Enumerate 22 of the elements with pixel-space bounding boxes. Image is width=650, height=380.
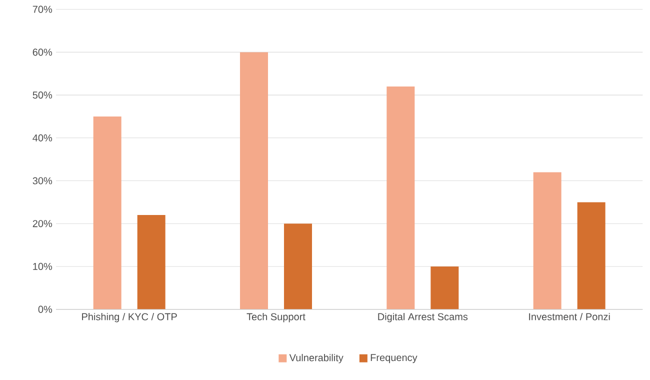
bar	[240, 52, 268, 310]
y-tick-label: 20%	[32, 220, 52, 228]
x-tick-label: Investment / Ponzi	[529, 312, 610, 320]
y-tick-label: 70%	[32, 6, 52, 13]
bar	[386, 86, 415, 310]
y-tick-label: 40%	[32, 134, 52, 142]
y-tick-label: 60%	[32, 48, 52, 56]
bar	[93, 116, 122, 310]
legend-label: Vulnerability	[289, 354, 344, 364]
y-tick-label: 0%	[38, 306, 52, 313]
x-tick-label: Tech Support	[246, 312, 306, 322]
y-tick-label: 10%	[33, 262, 52, 270]
y-tick-label: 30%	[32, 177, 52, 184]
bar	[430, 266, 459, 310]
legend-label: Frequency	[370, 354, 418, 364]
bar	[284, 224, 312, 310]
x-tick-label: Phishing / KYC / OTP	[82, 312, 177, 322]
y-tick-label: 50%	[32, 92, 52, 99]
x-tick-label: Digital Arrest Scams	[378, 312, 468, 322]
bar	[137, 215, 166, 310]
bar	[577, 202, 606, 310]
bar	[533, 172, 562, 310]
